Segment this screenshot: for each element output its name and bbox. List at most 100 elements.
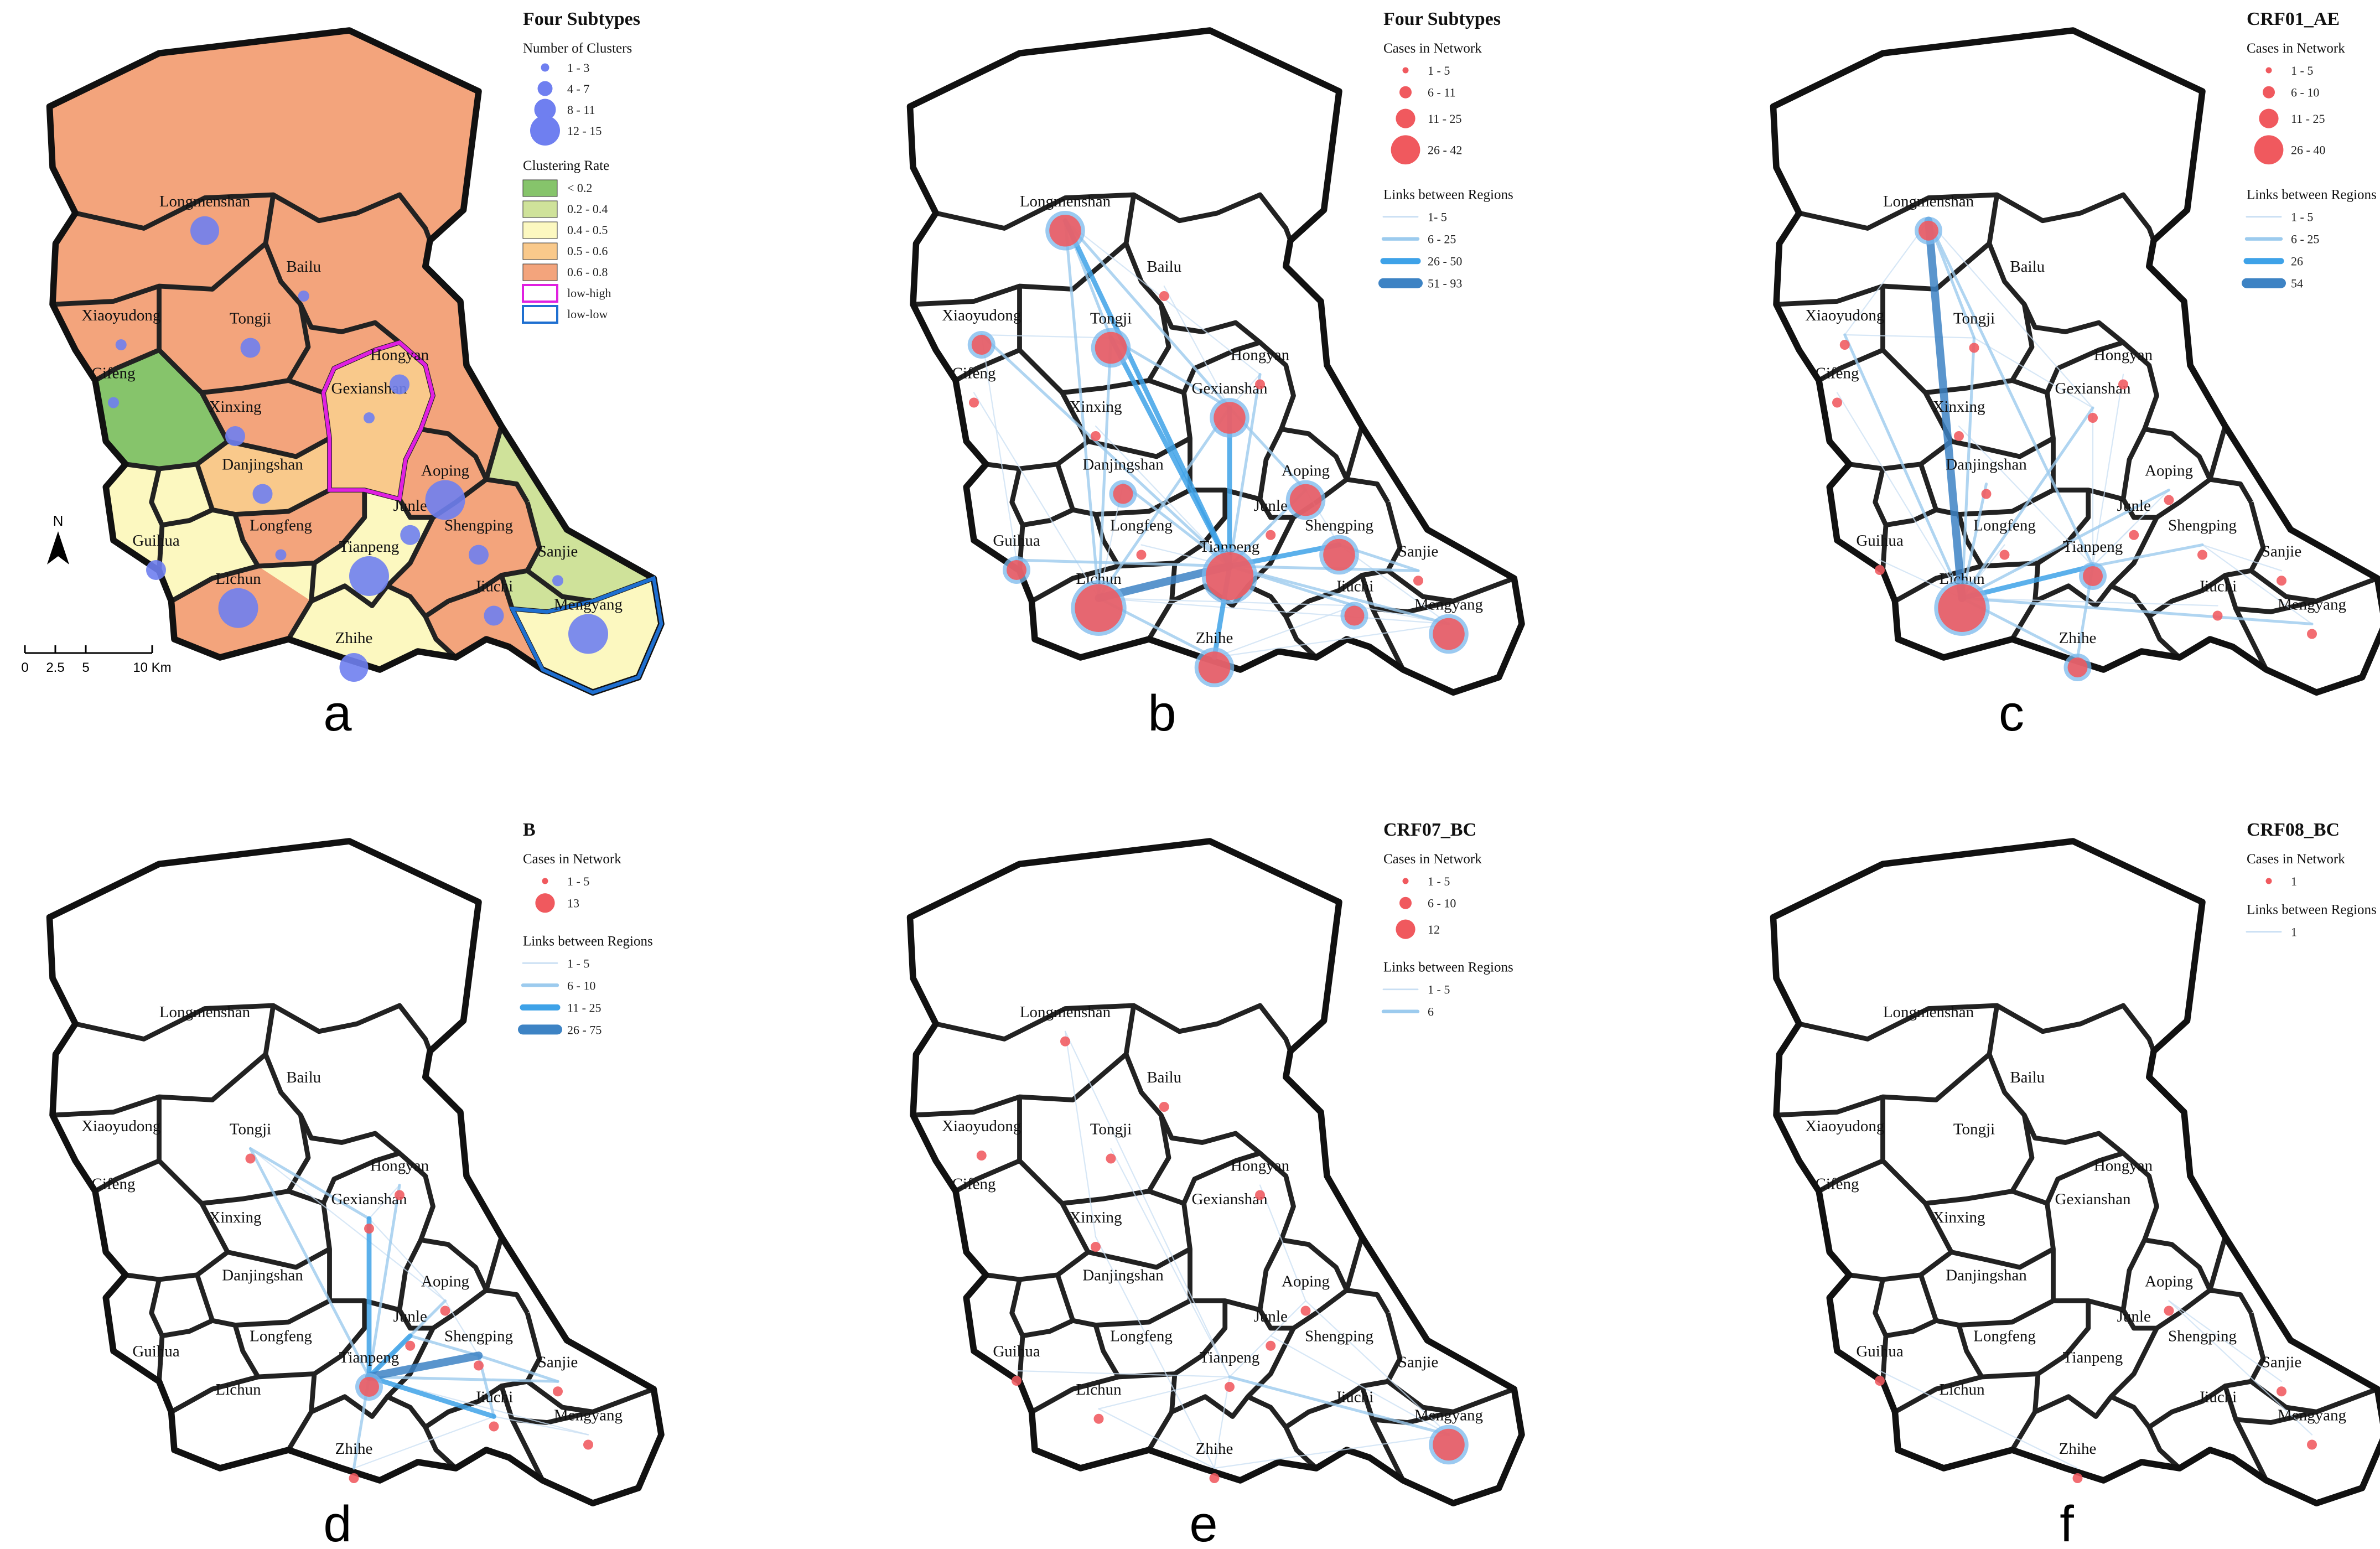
region-label-bailu: Bailu bbox=[2010, 258, 2045, 276]
link-junle-mengyang bbox=[1270, 1335, 1450, 1436]
legend-rate-swatch bbox=[522, 179, 558, 197]
region-label-gexianshan: Gexianshan bbox=[331, 1190, 407, 1208]
legend-rate-label: < 0.2 bbox=[567, 181, 592, 195]
north-label: N bbox=[53, 512, 64, 529]
panel-letter-e: e bbox=[1189, 1496, 1217, 1549]
panels-layer: Longmenshan Bailu Xiaoyudong Tongji Hongyan C… bbox=[21, 9, 2380, 1549]
legend-cases-head: Cases in Network bbox=[2247, 852, 2345, 867]
link-tianpeng-hongyan bbox=[367, 1183, 401, 1379]
link-lichun-gexianshan bbox=[1097, 406, 1231, 600]
region-label-guihua: Guihua bbox=[993, 532, 1040, 550]
link-xinxing-zhihe bbox=[1095, 1236, 1215, 1469]
region-label-tianpeng: Tianpeng bbox=[339, 1349, 400, 1366]
node-mengyang bbox=[2307, 629, 2317, 639]
region-label-jiuchi: Jiuchi bbox=[2198, 1389, 2237, 1406]
region-label-shengping: Shengping bbox=[444, 1328, 513, 1345]
node-hongyan bbox=[2118, 379, 2128, 390]
link-zhihe-jiuchi bbox=[353, 1416, 495, 1469]
link-guihua-zhihe bbox=[1879, 1370, 2078, 1469]
link-longmenshan-xiaoyudong bbox=[1844, 220, 1930, 336]
node-sanjie bbox=[1413, 576, 1423, 586]
panel-letter-c: c bbox=[1999, 685, 2024, 742]
region-label-zhihe: Zhihe bbox=[1196, 1440, 1233, 1458]
link-shengping-sanjie bbox=[2201, 544, 2283, 572]
legend-case-dot bbox=[542, 878, 548, 884]
region-label-tianpeng: Tianpeng bbox=[2063, 1349, 2123, 1366]
region-label-tongji: Tongji bbox=[1953, 310, 1995, 328]
map-f bbox=[1774, 841, 2380, 1503]
legend-links-head: Links between Regions bbox=[2247, 188, 2377, 203]
region-label-mengyang: Mengyang bbox=[554, 1407, 623, 1424]
region-label-danjingshan: Danjingshan bbox=[1082, 456, 1164, 474]
region-label-lichun: Lichun bbox=[215, 570, 261, 588]
region-label-jiuchi: Jiuchi bbox=[475, 1389, 513, 1406]
legend-a: Four Subtypes Number of Clusters 1 - 3 4 - … bbox=[522, 9, 640, 324]
region-label-hongyan: Hongyan bbox=[2094, 1157, 2153, 1175]
node-junle bbox=[2129, 530, 2139, 540]
legend-case-dot bbox=[1396, 108, 1415, 128]
link-tianpeng-jiuchi bbox=[366, 1374, 496, 1419]
node-longmenshan bbox=[1060, 1036, 1070, 1047]
region-label-tongji: Tongji bbox=[1953, 1121, 1995, 1138]
node-zhihe bbox=[1209, 1473, 1220, 1483]
region-label-hongyan: Hongyan bbox=[1231, 346, 1290, 364]
cluster-dot-guihua bbox=[146, 560, 166, 580]
region-label-danjingshan: Danjingshan bbox=[1946, 1267, 2027, 1284]
node-jiuchi bbox=[1344, 605, 1365, 626]
legend-link-label: 54 bbox=[2291, 277, 2303, 291]
region-label-junle: Junle bbox=[1254, 497, 1288, 515]
panel-f: Longmenshan Bailu Xiaoyudong Tongji Hongyan C… bbox=[1774, 820, 2380, 1549]
link-zhihe-mengyang bbox=[1214, 1434, 1450, 1469]
region-label-lichun: Lichun bbox=[1076, 1381, 1122, 1398]
link-tianpeng-junle bbox=[366, 1333, 413, 1380]
cluster-dot-tongji bbox=[240, 338, 261, 358]
node-xinxing bbox=[1954, 431, 1964, 441]
cluster-dot-hongyan bbox=[390, 374, 409, 395]
legend-e: CRF07_BC Cases in Network 1 - 5 6 - 10 12 Lin… bbox=[1381, 820, 1513, 1019]
legend-cases-head: Cases in Network bbox=[1383, 852, 1482, 867]
link-tongji-gexianshan bbox=[248, 1147, 371, 1220]
legend-link-label: 26 - 50 bbox=[1428, 255, 1462, 268]
node-xiaoyudong bbox=[971, 335, 992, 355]
region-label-tianpeng: Tianpeng bbox=[2063, 538, 2123, 556]
region-label-gexianshan: Gexianshan bbox=[1192, 1190, 1268, 1208]
link-tianpeng-tongji bbox=[1108, 335, 1232, 569]
node-jiuchi bbox=[489, 1421, 499, 1432]
region-label-guihua: Guihua bbox=[1856, 1343, 1904, 1360]
cluster-dot-mengyang bbox=[568, 614, 608, 654]
legend-case-label: 1 bbox=[2291, 874, 2297, 888]
node-lichun bbox=[1075, 584, 1123, 632]
link-tianpeng-aoping bbox=[1228, 1300, 1306, 1378]
node-tianpeng bbox=[359, 1377, 379, 1397]
node-guihua bbox=[1875, 565, 1885, 575]
node-danjingshan bbox=[1981, 489, 1992, 499]
panel-letter-d: d bbox=[323, 1496, 351, 1549]
legend-size-dot bbox=[541, 63, 549, 72]
node-longfeng bbox=[1136, 550, 1147, 560]
legend-f: CRF08_BC Cases in Network 1 Links between R… bbox=[2246, 820, 2377, 939]
region-label-gexianshan: Gexianshan bbox=[2055, 1190, 2131, 1208]
legend-title: CRF08_BC bbox=[2247, 820, 2340, 840]
legend-link-label: 26 - 75 bbox=[567, 1023, 602, 1037]
fill-guihua bbox=[159, 510, 258, 602]
panel-letter-f: f bbox=[2060, 1496, 2074, 1549]
link-junle-shengping bbox=[408, 1334, 480, 1358]
region-label-mengyang: Mengyang bbox=[1414, 596, 1483, 614]
node-hongyan bbox=[395, 1190, 405, 1200]
legend-case-dot bbox=[2254, 135, 2284, 165]
legend-case-label: 26 - 40 bbox=[2291, 143, 2325, 157]
link-tianpeng-mengyang bbox=[1228, 564, 1450, 626]
legend-size-head: Number of Clusters bbox=[523, 41, 632, 56]
legend-rate-swatch bbox=[522, 242, 558, 260]
legend-link-label: 1 - 5 bbox=[2291, 210, 2313, 224]
legend-size-dot bbox=[537, 81, 553, 96]
region-label-aoping: Aoping bbox=[1282, 462, 1330, 480]
link-lichun-tongji bbox=[1960, 336, 1976, 600]
legend-rate-label: 0.4 - 0.5 bbox=[567, 223, 608, 237]
region-label-bailu: Bailu bbox=[1147, 1069, 1181, 1086]
legend-lisa-label: low-low bbox=[567, 307, 608, 321]
node-gexianshan bbox=[2088, 413, 2098, 423]
link-lichun-longmenshan bbox=[1064, 219, 1101, 600]
node-tongji bbox=[1969, 343, 1979, 353]
node-longfeng bbox=[1999, 550, 2010, 560]
